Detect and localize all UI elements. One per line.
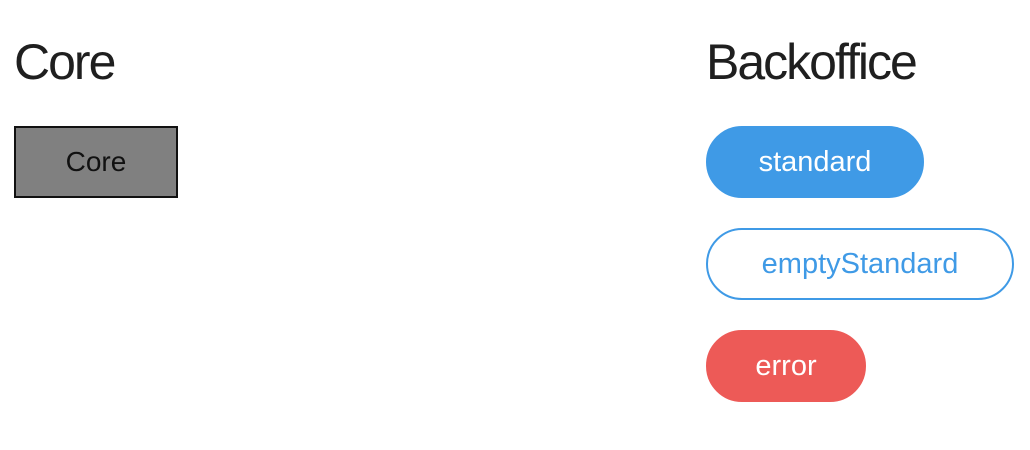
standard-button[interactable]: standard <box>706 126 924 198</box>
backoffice-title: Backoffice <box>706 34 918 90</box>
empty-standard-button[interactable]: emptyStandard <box>706 228 1014 300</box>
core-title: Core <box>14 34 116 90</box>
error-button[interactable]: error <box>706 330 866 402</box>
core-button[interactable]: Core <box>14 126 178 198</box>
